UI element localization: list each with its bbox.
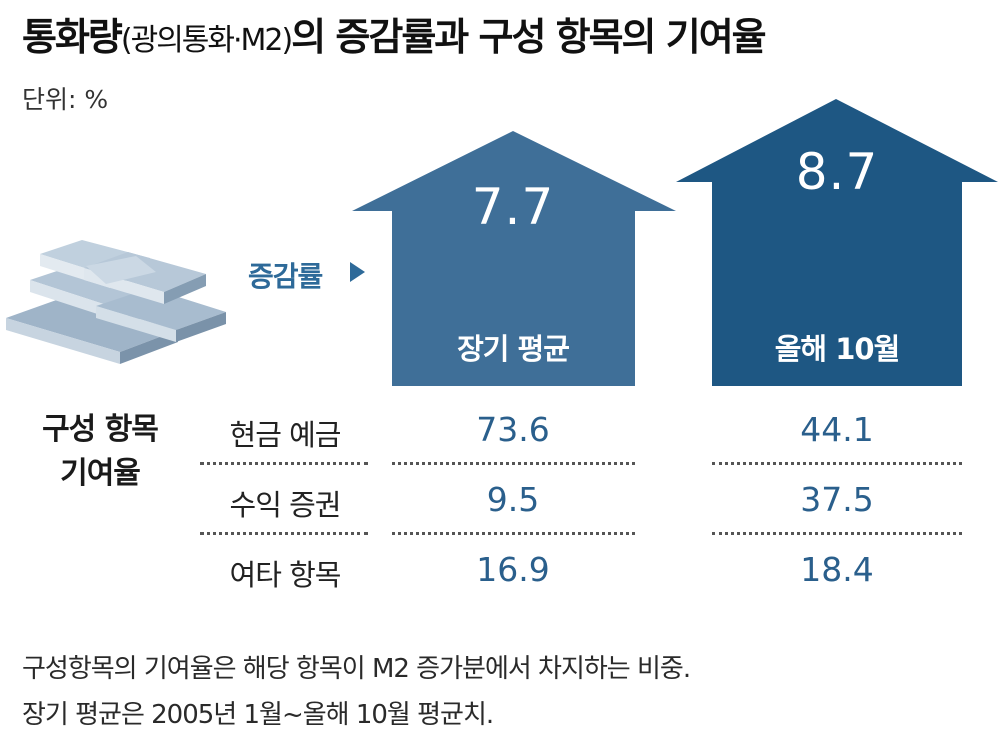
growth-rate-label: 증감률 bbox=[248, 260, 323, 293]
triangle-right-icon bbox=[350, 262, 365, 282]
row-label-securities: 수익 증권 bbox=[229, 488, 342, 522]
row-divider bbox=[392, 462, 635, 465]
unit-label: 단위: % bbox=[22, 85, 109, 114]
row-divider bbox=[712, 462, 962, 465]
row-label-cash-deposit: 현금 예금 bbox=[229, 418, 342, 452]
money-stack-icon bbox=[6, 240, 226, 364]
row-label-other: 여타 항목 bbox=[229, 558, 342, 592]
house-arrow-this-month bbox=[676, 99, 998, 386]
footnote-2: 장기 평균은 2005년 1월~올해 10월 평균치. bbox=[22, 700, 494, 730]
cell-cash-deposit-this-month: 44.1 bbox=[800, 410, 874, 449]
house-arrow-long-term bbox=[352, 131, 676, 386]
title-main: 통화량 bbox=[22, 15, 123, 59]
section-title-line1: 구성 항목 bbox=[42, 412, 159, 447]
title-rest: 의 증감률과 구성 항목의 기여율 bbox=[291, 15, 766, 59]
section-title-line2: 기여율 bbox=[60, 456, 141, 491]
column-label-this-month: 올해 10월 bbox=[774, 332, 901, 366]
column-label-long-term: 장기 평균 bbox=[457, 332, 570, 366]
growth-value-long-term: 7.7 bbox=[471, 178, 555, 236]
cell-cash-deposit-long-term: 73.6 bbox=[476, 410, 550, 449]
row-divider bbox=[712, 532, 962, 535]
section-title: 구성 항목 기여율 bbox=[30, 408, 170, 496]
chart-title: 통화량(광의통화·M2)의 증감률과 구성 항목의 기여율 bbox=[22, 6, 767, 61]
cell-securities-this-month: 37.5 bbox=[800, 480, 874, 519]
row-divider bbox=[200, 532, 368, 535]
cell-other-this-month: 18.4 bbox=[800, 550, 874, 589]
growth-value-this-month: 8.7 bbox=[795, 143, 879, 201]
footnote-1: 구성항목의 기여율은 해당 항목이 M2 증가분에서 차지하는 비중. bbox=[22, 654, 691, 684]
row-divider bbox=[200, 462, 368, 465]
title-paren: (광의통화·M2) bbox=[120, 23, 293, 58]
cell-securities-long-term: 9.5 bbox=[486, 480, 540, 519]
row-divider bbox=[392, 532, 635, 535]
cell-other-long-term: 16.9 bbox=[476, 550, 550, 589]
